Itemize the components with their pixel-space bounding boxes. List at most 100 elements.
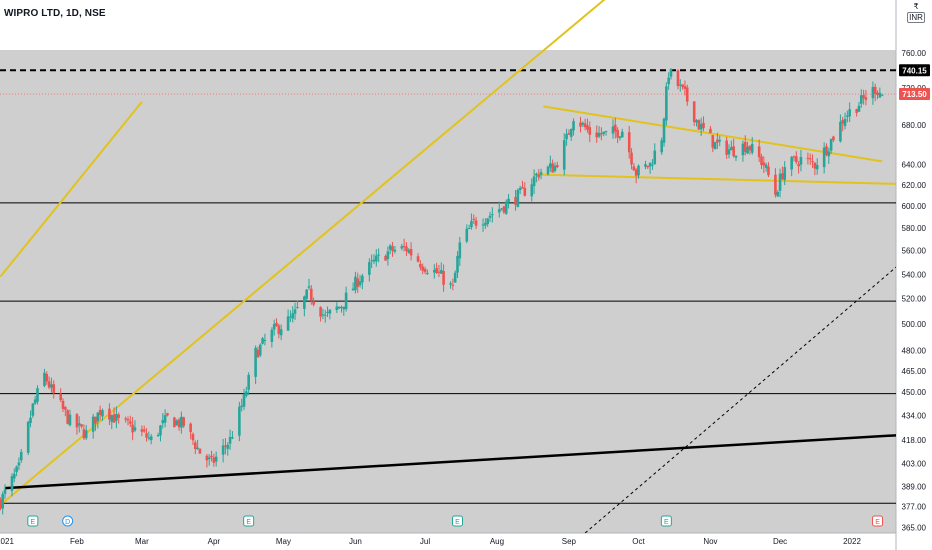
candle-body[interactable]	[605, 131, 608, 132]
candle-body[interactable]	[48, 381, 51, 387]
candle-body[interactable]	[872, 87, 875, 98]
candle-body[interactable]	[36, 388, 39, 402]
candle-body[interactable]	[113, 414, 116, 422]
candle-body[interactable]	[345, 293, 348, 310]
candle-body[interactable]	[702, 123, 705, 128]
candle-body[interactable]	[456, 256, 459, 273]
candle-body[interactable]	[215, 457, 218, 462]
candle-body[interactable]	[800, 157, 803, 165]
candle-body[interactable]	[76, 414, 79, 427]
candle-body[interactable]	[568, 133, 571, 135]
candle-body[interactable]	[271, 330, 274, 342]
candle-body[interactable]	[598, 133, 601, 137]
candle-body[interactable]	[551, 163, 554, 172]
candle-body[interactable]	[482, 225, 485, 226]
candle-body[interactable]	[663, 119, 666, 143]
candle-body[interactable]	[375, 256, 378, 262]
candle-body[interactable]	[811, 161, 814, 162]
candle-body[interactable]	[257, 350, 260, 358]
candle-body[interactable]	[700, 124, 703, 129]
candle-body[interactable]	[222, 445, 225, 454]
candle-body[interactable]	[742, 144, 745, 155]
candle-body[interactable]	[465, 229, 468, 242]
candle-body[interactable]	[612, 127, 615, 134]
candle-body[interactable]	[500, 208, 503, 209]
candle-body[interactable]	[145, 433, 148, 437]
candle-body[interactable]	[695, 120, 698, 122]
candle-body[interactable]	[164, 415, 167, 422]
candle-body[interactable]	[855, 109, 858, 113]
candle-body[interactable]	[29, 418, 32, 423]
candle-body[interactable]	[387, 251, 390, 259]
candle-body[interactable]	[308, 286, 311, 287]
candle-body[interactable]	[296, 307, 299, 308]
candle-body[interactable]	[291, 313, 294, 318]
candle-body[interactable]	[554, 166, 557, 171]
candle-body[interactable]	[830, 139, 833, 151]
candle-body[interactable]	[43, 373, 46, 386]
candle-body[interactable]	[630, 153, 633, 165]
candle-body[interactable]	[50, 384, 53, 387]
candle-body[interactable]	[879, 93, 882, 98]
candle-body[interactable]	[134, 427, 137, 430]
candle-body[interactable]	[633, 166, 636, 170]
candle-body[interactable]	[452, 285, 455, 286]
candle-body[interactable]	[565, 134, 568, 139]
candle-body[interactable]	[807, 158, 810, 159]
candle-body[interactable]	[844, 119, 847, 126]
candle-body[interactable]	[433, 270, 436, 272]
currency-indicator[interactable]: ₹ INR	[906, 2, 926, 23]
candle-body[interactable]	[329, 310, 332, 314]
candle-body[interactable]	[505, 202, 508, 214]
candle-body[interactable]	[373, 260, 376, 262]
candle-body[interactable]	[795, 156, 798, 162]
candle-body[interactable]	[11, 476, 14, 491]
candle-body[interactable]	[32, 404, 35, 416]
candle-body[interactable]	[530, 184, 533, 196]
candle-body[interactable]	[245, 391, 248, 395]
candle-body[interactable]	[732, 146, 735, 156]
candle-body[interactable]	[751, 144, 754, 153]
candle-body[interactable]	[684, 86, 687, 89]
earnings-marker[interactable]: E	[28, 516, 38, 526]
candle-body[interactable]	[226, 445, 229, 449]
candle-body[interactable]	[178, 420, 181, 428]
candle-body[interactable]	[1, 494, 4, 508]
candle-body[interactable]	[503, 207, 506, 213]
candle-body[interactable]	[582, 123, 585, 125]
candle-body[interactable]	[175, 421, 178, 425]
resistance-price-tag[interactable]: 740.15	[899, 64, 930, 76]
candle-body[interactable]	[421, 267, 424, 271]
candle-body[interactable]	[774, 175, 777, 195]
candle-body[interactable]	[758, 146, 761, 157]
candle-body[interactable]	[549, 163, 552, 167]
candle-body[interactable]	[556, 165, 559, 167]
candle-body[interactable]	[793, 156, 796, 157]
candle-body[interactable]	[324, 315, 327, 316]
candle-body[interactable]	[173, 417, 176, 427]
candle-body[interactable]	[535, 174, 538, 176]
candle-body[interactable]	[735, 156, 738, 158]
candle-body[interactable]	[243, 394, 246, 407]
candle-body[interactable]	[744, 142, 747, 152]
candle-body[interactable]	[161, 420, 164, 423]
candle-body[interactable]	[322, 314, 325, 315]
candle-body[interactable]	[876, 93, 879, 95]
candle-body[interactable]	[614, 125, 617, 132]
candle-body[interactable]	[83, 429, 86, 438]
candle-body[interactable]	[725, 141, 728, 155]
candle-body[interactable]	[584, 123, 587, 127]
candle-body[interactable]	[679, 85, 682, 86]
candle-body[interactable]	[686, 87, 689, 101]
candle-body[interactable]	[310, 289, 313, 301]
candle-body[interactable]	[637, 166, 640, 176]
candle-body[interactable]	[438, 272, 441, 273]
candle-body[interactable]	[698, 120, 701, 130]
candle-body[interactable]	[670, 69, 673, 76]
candle-body[interactable]	[449, 283, 452, 284]
candle-body[interactable]	[352, 289, 355, 291]
candle-body[interactable]	[489, 216, 492, 218]
candle-body[interactable]	[709, 129, 712, 133]
candle-body[interactable]	[127, 419, 130, 420]
